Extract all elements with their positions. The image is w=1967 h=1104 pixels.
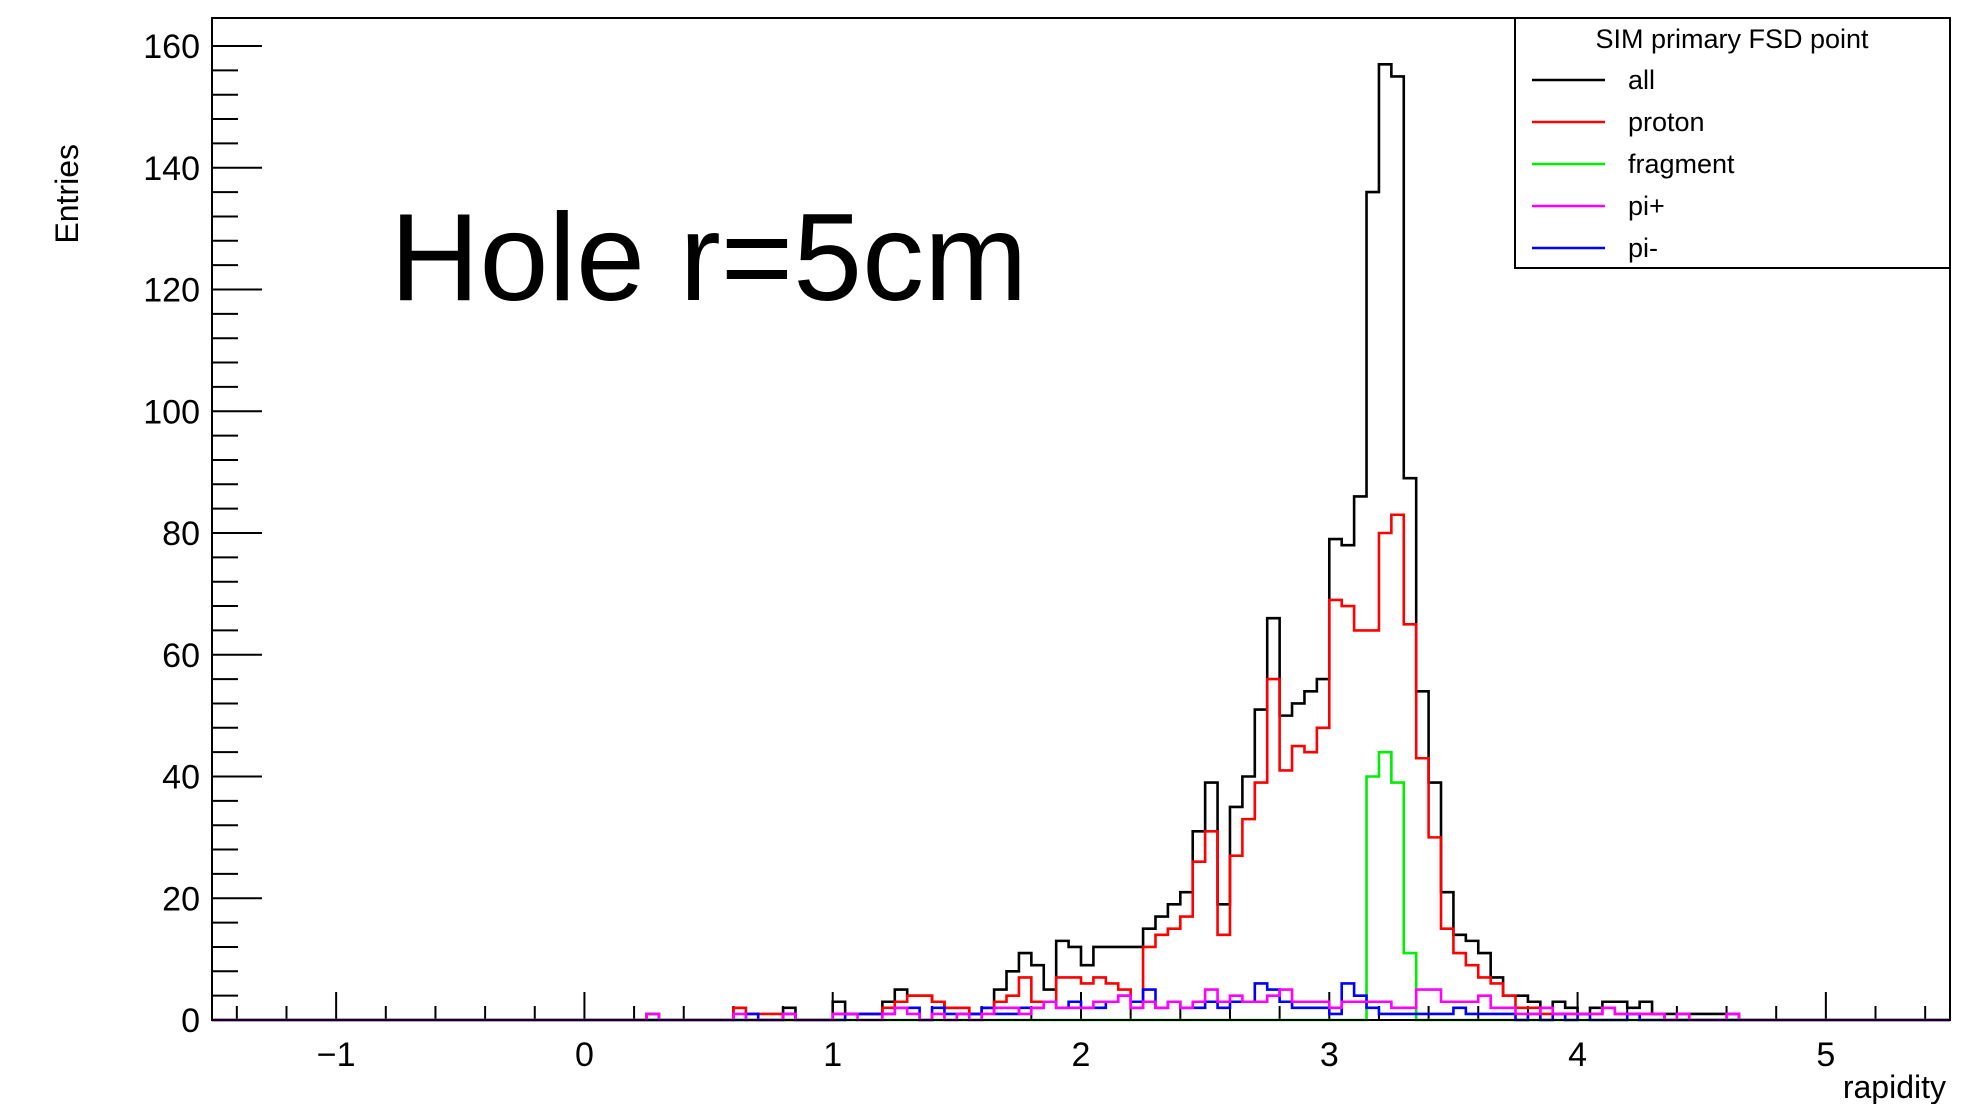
y-tick-label: 60 bbox=[162, 637, 200, 675]
legend-title: SIM primary FSD point bbox=[1595, 24, 1869, 54]
x-axis-title: rapidity bbox=[1843, 1069, 1946, 1104]
x-tick-label: 3 bbox=[1320, 1036, 1339, 1074]
legend-entry-label: proton bbox=[1628, 107, 1705, 137]
legend-entries: all proton fragment pi+ pi- bbox=[1532, 65, 1735, 263]
legend-entry-label: pi- bbox=[1628, 233, 1658, 263]
x-tick-label: 4 bbox=[1568, 1036, 1587, 1074]
y-axis-title: Entries bbox=[49, 144, 85, 244]
y-tick-label: 140 bbox=[143, 150, 200, 188]
x-tick-label: 2 bbox=[1072, 1036, 1091, 1074]
y-tick-label: 40 bbox=[162, 759, 200, 797]
y-tick-label: 20 bbox=[162, 880, 200, 918]
x-tick-label: 5 bbox=[1816, 1036, 1835, 1074]
y-tick-label: 80 bbox=[162, 515, 200, 553]
y-tick-label: 100 bbox=[143, 393, 200, 431]
x-tick-label: 1 bbox=[823, 1036, 842, 1074]
tick-labels: −1 0 1 2 3 4 5 0 20 40 60 80 100 120 140 160 bbox=[143, 28, 1835, 1074]
y-tick-label: 160 bbox=[143, 28, 200, 66]
legend: SIM primary FSD point all proton fragment p… bbox=[1514, 17, 1951, 269]
legend-entry-label: all bbox=[1628, 65, 1655, 95]
legend-entry-label: fragment bbox=[1628, 149, 1735, 179]
y-tick-label: 0 bbox=[181, 1002, 200, 1040]
legend-box bbox=[1514, 17, 1951, 269]
x-tick-label: 0 bbox=[575, 1036, 594, 1074]
y-tick-label: 120 bbox=[143, 272, 200, 310]
legend-entry-label: pi+ bbox=[1628, 191, 1665, 221]
x-tick-label: −1 bbox=[317, 1036, 356, 1074]
plot-frame bbox=[211, 17, 1951, 1021]
annotation-label: Hole r=5cm bbox=[390, 189, 1027, 327]
